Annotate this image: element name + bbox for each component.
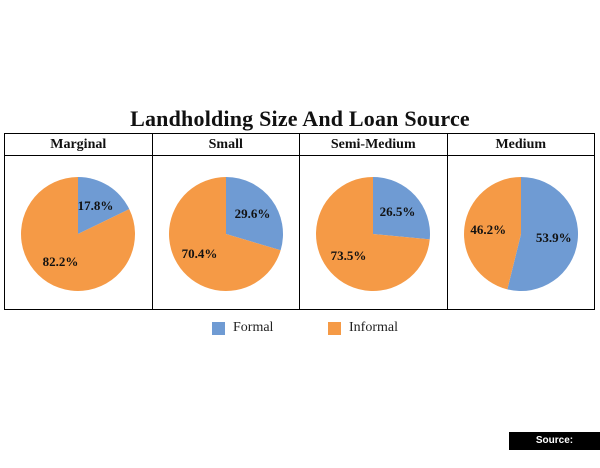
pie-label-formal-medium: 53.9% <box>535 230 571 245</box>
legend-label-informal: Informal <box>349 320 398 335</box>
source-badge: Source: indiaspend <box>509 432 600 464</box>
panel-title-medium: Medium <box>447 134 594 156</box>
legend-item-formal: Formal <box>212 320 273 336</box>
pie-slice-informal-semi-medium <box>316 177 430 291</box>
pie-slice-informal-marginal <box>21 177 136 291</box>
pie-slice-formal-marginal <box>78 177 130 234</box>
pie-medium: 53.9% 46.2% <box>463 177 578 291</box>
legend: Formal Informal <box>0 320 600 340</box>
pie-label-informal-semi-medium: 73.5% <box>331 248 367 263</box>
panel-small: Small 29.6% 70.4% <box>151 134 299 309</box>
pie-slice-informal-medium <box>463 177 521 290</box>
pie-slice-formal-semi-medium <box>373 177 431 240</box>
panel-marginal: Marginal 17.8% 82.2% <box>5 134 152 309</box>
legend-item-informal: Informal <box>328 320 398 336</box>
pie-small: 29.6% 70.4% <box>168 177 283 291</box>
legend-swatch-informal <box>328 321 341 335</box>
pie-marginal: 17.8% 82.2% <box>21 177 136 291</box>
legend-label-formal: Formal <box>233 320 274 335</box>
pie-label-informal-medium: 46.2% <box>470 222 506 237</box>
pie-slice-formal-medium <box>506 177 578 291</box>
panel-title-marginal: Marginal <box>5 134 152 156</box>
panel-title-small: Small <box>152 134 299 156</box>
pie-slice-informal-small <box>168 177 281 291</box>
pie-label-informal-marginal: 82.2% <box>43 254 79 269</box>
chart-title: Landholding Size And Loan Source <box>130 106 470 131</box>
legend-swatch-formal <box>212 321 225 335</box>
panel-medium: Medium 53.9% 46.2% <box>446 134 594 309</box>
pie-label-formal-semi-medium: 26.5% <box>380 204 416 219</box>
pie-label-informal-small: 70.4% <box>181 246 217 261</box>
panel-semi-medium: Semi-Medium 26.5% 73.5% <box>299 134 447 309</box>
panel-title-semi-medium: Semi-Medium <box>300 134 447 156</box>
pie-semi-medium: 26.5% 73.5% <box>316 177 431 291</box>
pie-panels: Marginal 17.8% 82.2% Small 29.6% 70.4% Sem… <box>4 133 595 310</box>
pie-label-formal-marginal: 17.8% <box>78 198 114 213</box>
pie-label-formal-small: 29.6% <box>234 206 270 221</box>
pie-slice-formal-small <box>225 177 283 251</box>
